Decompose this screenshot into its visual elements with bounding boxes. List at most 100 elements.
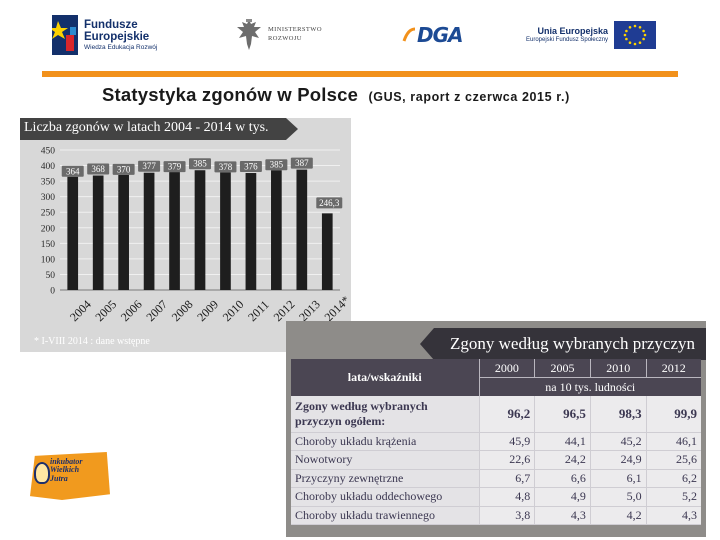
orange-divider: [42, 71, 678, 77]
table-cell: 6,6: [534, 469, 591, 488]
dga-swoosh-icon: [402, 27, 416, 42]
x-tick-label: 2008: [169, 297, 196, 324]
table-cell: 24,9: [589, 450, 647, 470]
x-tick-label: 2005: [92, 297, 119, 324]
chart-footnote: * I-VIII 2014 : dane wstępne: [34, 336, 150, 347]
table-cell: 6,2: [645, 469, 701, 488]
eu-flag-icon: [614, 21, 657, 49]
table-unit-header: na 10 tys. ludności: [478, 377, 701, 396]
table-row-label: Choroby układu trawiennego: [291, 506, 479, 525]
table-year-header: 2000: [478, 359, 535, 378]
chart-bar: [143, 172, 155, 290]
fe-logo-line2: Europejskie: [84, 30, 150, 43]
data-label-box: [214, 161, 237, 173]
data-label: 387: [295, 158, 309, 168]
x-tick-label: 2014*: [321, 293, 351, 324]
chart-bar: [194, 170, 206, 290]
table-row: Zgony według wybranych przyczyn ogółem: 9…: [291, 396, 701, 433]
fe-logo-line1: Fundusze: [84, 18, 138, 31]
chart-bar: [296, 169, 308, 290]
table-cell: 24,2: [534, 450, 591, 470]
page-title-source: (GUS, raport z czerwca 2015 r.): [368, 90, 570, 104]
y-tick-label: 50: [46, 271, 56, 281]
table-row-label: Zgony według wybranych przyczyn ogółem:: [291, 396, 479, 433]
table-cell: 96,5: [534, 396, 591, 433]
eu-logo-line2: Europejski Fundusz Społeczny: [526, 36, 609, 43]
table-row-label: Przyczyny zewnętrzne: [291, 469, 479, 488]
y-tick-label: 250: [41, 209, 56, 219]
table-year-header: 2012: [645, 359, 701, 378]
eu-logo: Unia Europejska Europejski Fundusz Społe…: [526, 12, 657, 58]
fundusze-europejskie-logo: Fundusze Europejskie Wiedza Edukacja Roz…: [52, 12, 157, 58]
lightbulb-icon: [34, 462, 50, 484]
y-tick-label: 0: [50, 287, 55, 297]
table-cell: 4,9: [534, 487, 591, 507]
table-cell: 99,9: [645, 396, 701, 433]
dga-logo: DGA: [402, 12, 463, 58]
table-cell: 6,7: [478, 469, 535, 488]
table-header-label: lata/wskaźniki: [291, 359, 479, 396]
dga-logo-text: DGA: [417, 23, 463, 47]
table-row: Choroby układu krążenia 45,9 44,1 45,2 46,1: [291, 432, 701, 451]
data-label-box: [61, 165, 84, 177]
inkubator-line3: Jutra: [50, 473, 68, 483]
x-tick-label: 2004: [67, 297, 94, 324]
ministry-logo: MINISTERSTWO ROZWOJU: [236, 12, 322, 58]
table-cell: 4,3: [534, 506, 591, 525]
page-title-main: Statystyka zgonów w Polsce: [102, 84, 359, 105]
table-cell: 6,1: [589, 469, 647, 488]
table-row-label: Choroby układu krążenia: [291, 432, 479, 451]
table-cell: 45,9: [478, 432, 535, 451]
chart-bar: [245, 173, 257, 290]
chart-title: Liczba zgonów w latach 2004 - 2014 w tys…: [24, 120, 269, 135]
table-cell: 44,1: [534, 432, 591, 451]
y-tick-label: 200: [41, 224, 56, 234]
x-tick-label: 2010: [220, 297, 247, 324]
data-label: 377: [142, 161, 156, 171]
y-tick-label: 100: [41, 255, 56, 265]
x-tick-label: 2007: [143, 297, 170, 324]
data-label: 378: [219, 162, 233, 172]
data-label-box: [239, 161, 262, 173]
table-cell: 5,2: [645, 487, 701, 507]
table-header-banner: Zgony według wybranych przyczyn: [420, 328, 706, 360]
table-cell: 4,3: [645, 506, 701, 525]
data-label-box: [112, 163, 135, 175]
table-title: Zgony według wybranych przyczyn: [450, 334, 696, 353]
data-label-box: [189, 158, 211, 170]
x-tick-label: 2009: [194, 297, 221, 324]
table-cell: 3,8: [478, 506, 535, 525]
table-year-header: 2005: [534, 359, 591, 378]
table-cell: 4,8: [478, 487, 535, 507]
causes-table: lata/wskaźniki 2000 2005 2010 2012 na 10…: [291, 359, 701, 525]
table-cell: 4,2: [589, 506, 647, 525]
eu-logo-line1: Unia Europejska: [537, 26, 609, 37]
table-cell: 25,6: [645, 450, 701, 470]
data-label-box: [138, 160, 161, 172]
data-label: 368: [91, 164, 105, 174]
table-cell: 22,6: [478, 450, 535, 470]
table-row-label: Choroby układu oddechowego: [291, 487, 479, 507]
data-label: 385: [193, 159, 207, 169]
y-tick-label: 150: [41, 240, 56, 250]
y-tick-label: 400: [41, 162, 56, 172]
chart-bar: [67, 176, 79, 290]
page-title: Statystyka zgonów w Polsce (GUS, raport …: [102, 84, 570, 106]
polish-eagle-icon: [237, 19, 261, 50]
data-label-box: [290, 157, 313, 169]
ministry-logo-line2: ROZWOJU: [268, 35, 302, 42]
x-tick-label: 2011: [245, 298, 272, 325]
inkubator-logo-text: inkubator Wielkich Jutra: [50, 457, 106, 483]
table-cell: 46,1: [645, 432, 701, 451]
y-tick-label: 300: [41, 193, 56, 203]
data-label-box: [265, 159, 288, 171]
data-label: 379: [168, 162, 182, 172]
inkubator-line1: inkubator: [50, 457, 83, 466]
table-row: Nowotwory 22,6 24,2 24,9 25,6: [291, 450, 701, 470]
chart-bar: [321, 213, 333, 290]
x-tick-label: 2006: [118, 297, 145, 324]
fundusze-europejskie-mark-icon: [52, 15, 78, 55]
y-tick-label: 450: [41, 147, 56, 157]
y-tick-label: 350: [41, 178, 56, 188]
chart-bar: [92, 175, 104, 290]
